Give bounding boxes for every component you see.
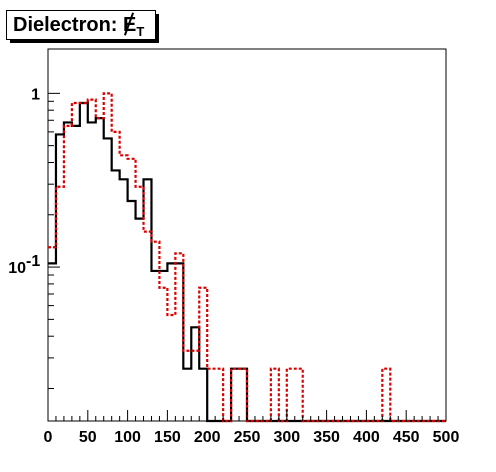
x-tick-label: 250 (234, 429, 261, 446)
x-tick-label: 450 (393, 429, 420, 446)
x-tick-label: 150 (154, 429, 181, 446)
x-tick-label: 400 (353, 429, 380, 446)
series-layer (48, 92, 446, 423)
x-tick-label: 100 (114, 429, 141, 446)
tick-label-layer: 0 50 100 150 200 250 300 350 400 450 500 1 10 -1 (8, 86, 459, 446)
y-tick-label-exponent: -1 (26, 253, 40, 270)
histogram-series-dotted (48, 92, 446, 423)
y-tick-label: 10 (8, 260, 26, 277)
x-tick-label: 200 (194, 429, 221, 446)
chart-title-subscript: T (136, 24, 145, 39)
x-tick-label: 350 (313, 429, 340, 446)
title-e-letter: E (123, 12, 137, 36)
tick-layer (47, 92, 447, 421)
plot-frame (47, 48, 447, 422)
x-tick-label: 50 (79, 429, 97, 446)
x-tick-label: 500 (433, 429, 460, 446)
title-box-shadow-bottom (10, 40, 159, 43)
chart-title-main: Dielectron: E (13, 12, 137, 36)
x-tick-label: 0 (44, 429, 53, 446)
histogram-series-solid (48, 101, 446, 423)
title-slash-mark (123, 12, 135, 36)
y-tick-label: 1 (31, 86, 40, 103)
x-tick-label: 300 (273, 429, 300, 446)
title-box-shadow-right (156, 14, 159, 43)
